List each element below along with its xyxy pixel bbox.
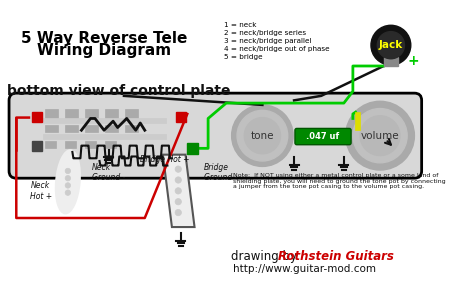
- Text: Note:  If NOT using either a metal control plate or a some kind of
shielding pla: Note: If NOT using either a metal contro…: [233, 173, 446, 189]
- Circle shape: [65, 190, 71, 195]
- Bar: [85, 108, 98, 118]
- Bar: [355, 112, 360, 130]
- Circle shape: [65, 183, 71, 188]
- Text: Wiring Diagram: Wiring Diagram: [37, 43, 171, 58]
- Circle shape: [346, 101, 414, 170]
- Circle shape: [244, 118, 281, 154]
- Circle shape: [175, 198, 182, 205]
- Circle shape: [360, 116, 400, 155]
- Text: 2 = neck/bridge series: 2 = neck/bridge series: [224, 30, 307, 36]
- FancyBboxPatch shape: [295, 128, 351, 145]
- Bar: [44, 118, 165, 123]
- Bar: [45, 141, 56, 148]
- Bar: [187, 143, 198, 154]
- Bar: [105, 108, 118, 118]
- FancyBboxPatch shape: [9, 93, 422, 178]
- Text: tone: tone: [251, 131, 274, 141]
- Bar: [32, 141, 42, 151]
- Circle shape: [232, 105, 293, 166]
- Bar: [45, 125, 58, 132]
- Text: 5 = bridge: 5 = bridge: [224, 54, 263, 60]
- Text: Rothstein Guitars: Rothstein Guitars: [278, 250, 393, 263]
- Bar: [125, 125, 137, 132]
- Text: drawing by: drawing by: [231, 250, 301, 263]
- Circle shape: [175, 209, 182, 216]
- Bar: [65, 108, 78, 118]
- Bar: [44, 134, 165, 139]
- Polygon shape: [163, 155, 194, 227]
- Text: 5 Way Reverse Tele: 5 Way Reverse Tele: [21, 31, 187, 46]
- Circle shape: [371, 25, 411, 65]
- Text: .047 uf: .047 uf: [306, 132, 340, 141]
- Text: +: +: [408, 55, 419, 68]
- Bar: [105, 141, 116, 148]
- Text: Neck
Hot +: Neck Hot +: [30, 181, 52, 201]
- Text: http://www.guitar-mod.com: http://www.guitar-mod.com: [233, 264, 375, 274]
- Text: bottom view of control plate: bottom view of control plate: [7, 84, 231, 98]
- Text: 4 = neck/bridge out of phase: 4 = neck/bridge out of phase: [224, 46, 330, 52]
- Circle shape: [175, 177, 182, 183]
- Circle shape: [237, 110, 288, 161]
- Text: Neck
Ground -: Neck Ground -: [92, 163, 126, 182]
- Bar: [176, 112, 186, 122]
- Circle shape: [175, 166, 182, 172]
- Bar: [32, 112, 42, 122]
- Bar: [45, 108, 58, 118]
- Bar: [125, 108, 137, 118]
- Bar: [65, 141, 76, 148]
- Bar: [85, 141, 96, 148]
- Text: Bridge Hot +: Bridge Hot +: [140, 155, 190, 164]
- Text: Jack: Jack: [379, 40, 403, 50]
- Circle shape: [175, 188, 182, 194]
- Text: Bridge
Ground -: Bridge Ground -: [203, 163, 237, 182]
- Ellipse shape: [56, 150, 80, 213]
- Text: 3 = neck/bridge parallel: 3 = neck/bridge parallel: [224, 38, 312, 44]
- Bar: [65, 125, 78, 132]
- Circle shape: [65, 175, 71, 181]
- Text: 1 = neck: 1 = neck: [224, 22, 257, 28]
- Bar: [383, 57, 398, 66]
- Bar: [85, 125, 98, 132]
- Circle shape: [353, 108, 407, 163]
- Circle shape: [65, 168, 71, 174]
- Text: volume: volume: [361, 131, 399, 141]
- Circle shape: [377, 32, 404, 59]
- Bar: [105, 125, 118, 132]
